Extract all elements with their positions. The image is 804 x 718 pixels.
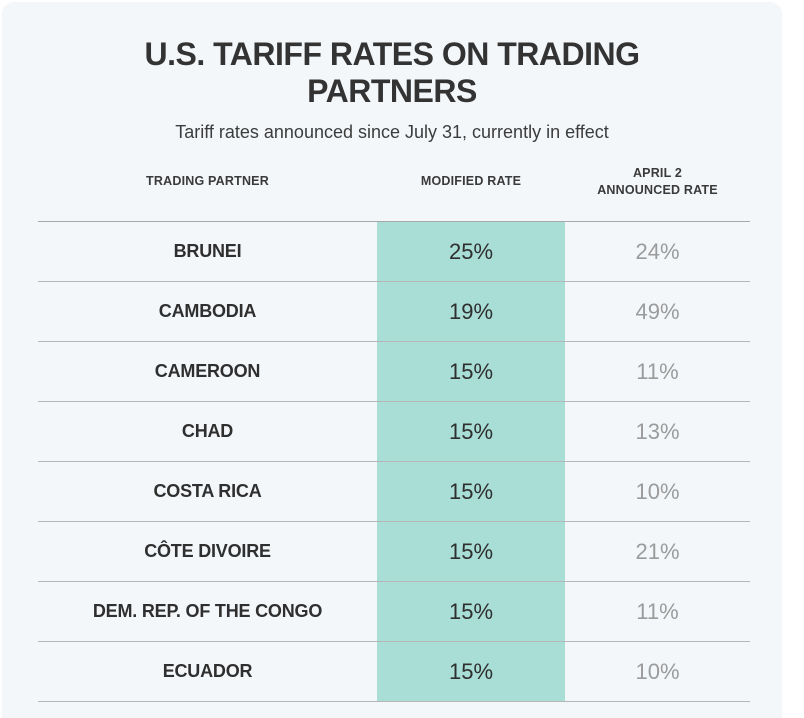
april-2-announced-rate-cell: 10% <box>635 658 680 684</box>
table-header-row: TRADING PARTNER MODIFIED RATE APRIL 2 AN… <box>38 142 750 222</box>
tariff-table-card: U.S. TARIFF RATES ON TRADING PARTNERS Ta… <box>2 2 782 718</box>
modified-rate-cell: 15% <box>377 462 565 521</box>
trading-partner-cell: CÔTE DIVOIRE <box>144 541 271 561</box>
april-2-announced-rate-cell: 11% <box>636 358 679 384</box>
april2-header-line-1: APRIL 2 <box>632 165 683 180</box>
page-subtitle: Tariff rates announced since July 31, cu… <box>175 122 609 142</box>
table-row: CAMBODIA 19% 49% <box>38 282 750 342</box>
title-line-1: U.S. TARIFF RATES ON TRADING <box>144 36 640 72</box>
april-2-announced-rate-cell: 49% <box>635 298 680 324</box>
trading-partner-cell: COSTA RICA <box>153 481 262 501</box>
tariff-table: TRADING PARTNER MODIFIED RATE APRIL 2 AN… <box>38 142 750 702</box>
april2-header-line-2: ANNOUNCED RATE <box>597 182 718 197</box>
table-row: COSTA RICA 15% 10% <box>38 462 750 522</box>
trading-partner-cell: DEM. REP. OF THE CONGO <box>92 601 323 621</box>
column-header-april-2-announced-rate: APRIL 2 ANNOUNCED RATE <box>565 165 750 199</box>
trading-partner-cell: CAMEROON <box>154 361 261 381</box>
april-2-announced-rate-cell: 11% <box>636 598 679 624</box>
modified-rate-cell: 15% <box>377 582 565 641</box>
table-row: CHAD 15% 13% <box>38 402 750 462</box>
trading-partner-cell: CAMBODIA <box>158 301 257 321</box>
april-2-announced-rate-cell: 24% <box>635 238 680 264</box>
table-body: BRUNEI 25% 24% CAMBODIA 19% 49% CAMEROON… <box>38 222 750 702</box>
modified-rate-cell: 15% <box>377 642 565 701</box>
table-row: DEM. REP. OF THE CONGO 15% 11% <box>38 582 750 642</box>
april-2-announced-rate-cell: 10% <box>635 478 680 504</box>
modified-rate-cell: 15% <box>377 522 565 581</box>
april-2-announced-rate-cell: 21% <box>635 538 680 564</box>
trading-partner-cell: CHAD <box>181 421 234 441</box>
modified-rate-cell: 25% <box>377 222 565 281</box>
table-row: CAMEROON 15% 11% <box>38 342 750 402</box>
title-line-2: PARTNERS <box>307 73 477 109</box>
modified-rate-cell: 15% <box>377 402 565 461</box>
trading-partner-cell: ECUADOR <box>162 661 253 681</box>
table-row: ECUADOR 15% 10% <box>38 642 750 702</box>
modified-rate-cell: 15% <box>377 342 565 401</box>
april-2-announced-rate-cell: 13% <box>635 418 680 444</box>
trading-partner-cell: BRUNEI <box>173 241 242 261</box>
modified-rate-cell: 19% <box>377 282 565 341</box>
column-header-trading-partner: TRADING PARTNER <box>146 174 269 188</box>
table-row: CÔTE DIVOIRE 15% 21% <box>38 522 750 582</box>
page-title: U.S. TARIFF RATES ON TRADING PARTNERS <box>72 36 712 110</box>
column-header-modified-rate: MODIFIED RATE <box>420 174 522 188</box>
table-row: BRUNEI 25% 24% <box>38 222 750 282</box>
